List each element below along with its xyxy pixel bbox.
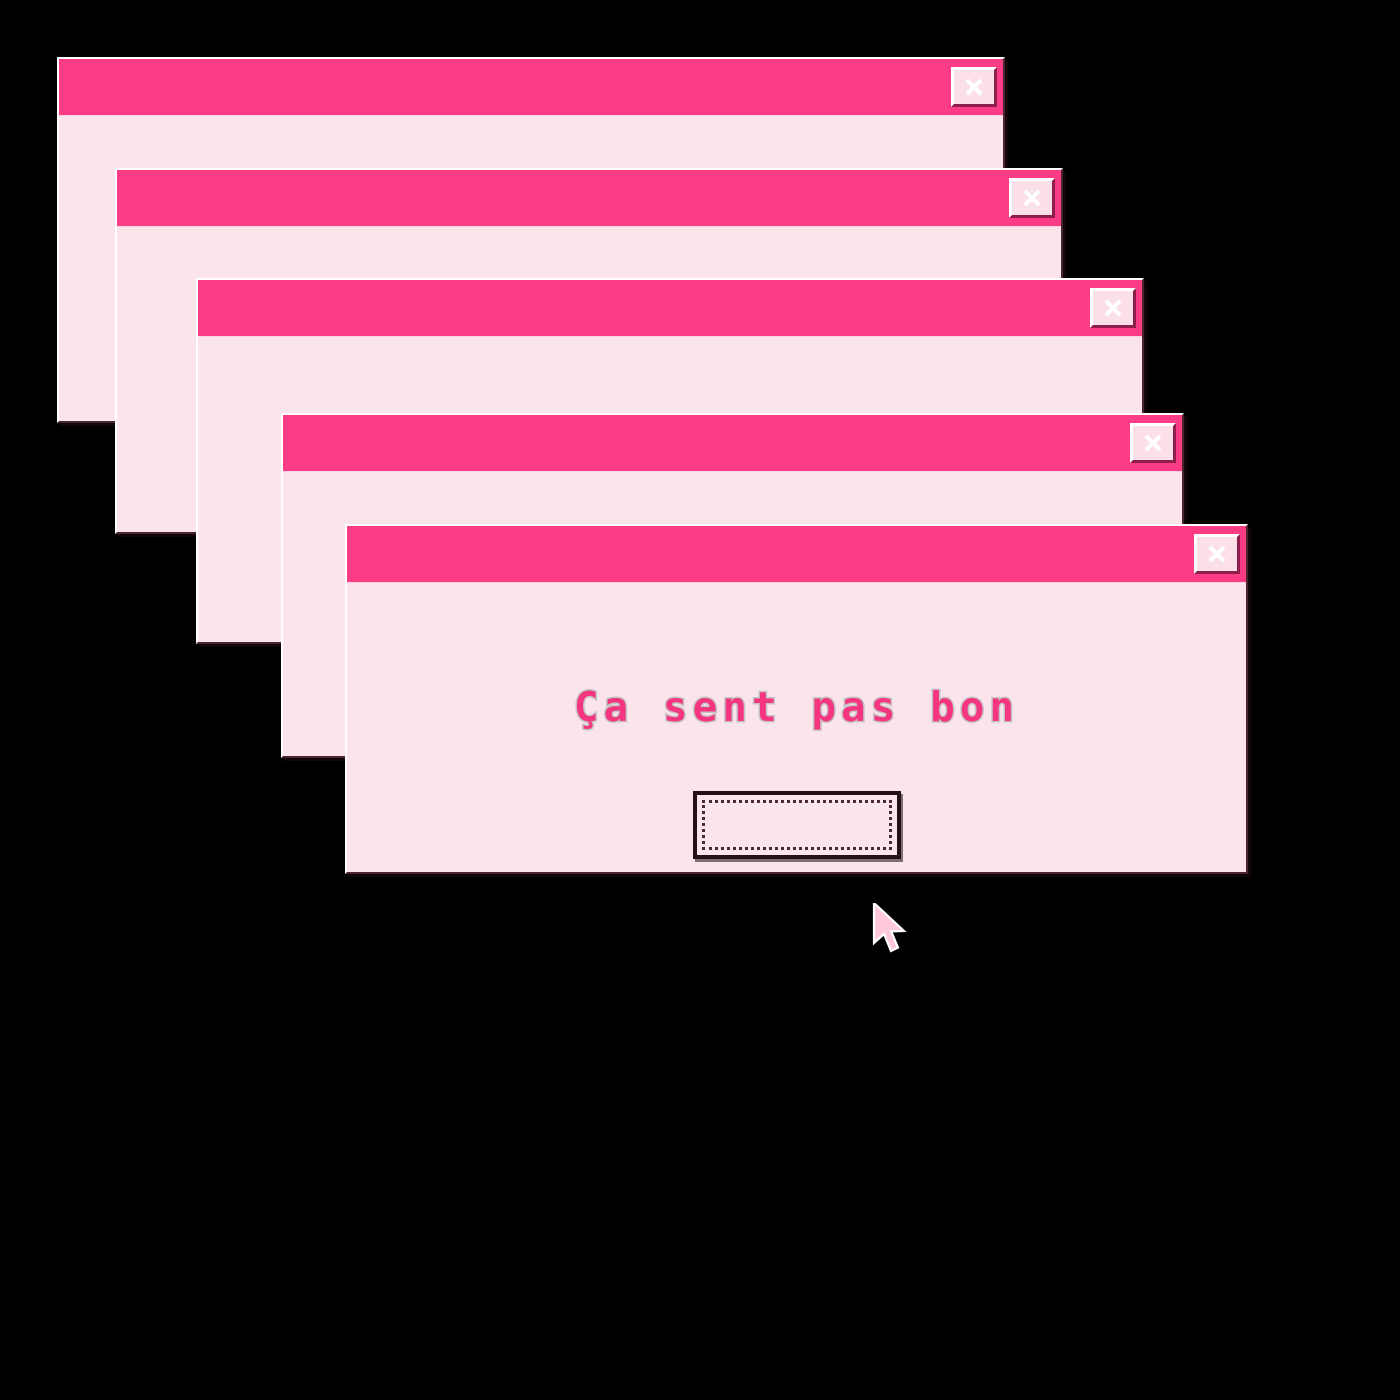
dialog-ok-button[interactable] (692, 791, 901, 859)
cursor-svg (872, 900, 907, 953)
close-icon[interactable] (1009, 178, 1055, 218)
close-icon[interactable] (1130, 423, 1176, 463)
dialog-ok-button-label (701, 800, 892, 850)
dialog-message-text: Ça sent pas bon (572, 682, 1020, 733)
close-icon[interactable] (951, 67, 997, 107)
dialog-button-area (347, 791, 1246, 859)
mouse-cursor-arrow-icon (872, 900, 912, 957)
titlebar-4[interactable] (283, 415, 1182, 472)
close-icon[interactable] (1090, 288, 1136, 328)
titlebar-3[interactable] (198, 280, 1142, 337)
titlebar-5[interactable] (347, 526, 1246, 583)
close-icon[interactable] (1194, 534, 1240, 574)
window-body-5: Ça sent pas bon (347, 583, 1246, 872)
titlebar-2[interactable] (117, 170, 1061, 227)
dialog-window-5[interactable]: Ça sent pas bon (345, 524, 1248, 874)
titlebar-1[interactable] (59, 59, 1003, 116)
